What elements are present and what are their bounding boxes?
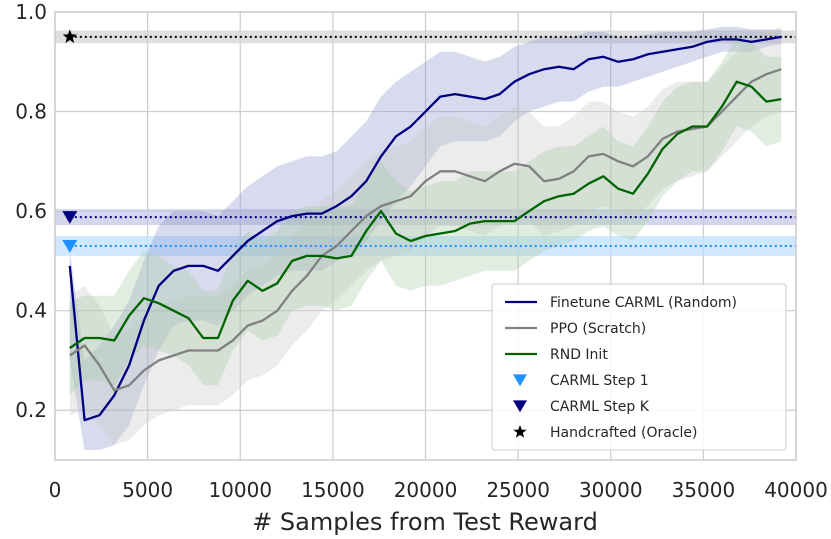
y-tick-label: 0.4 (15, 299, 47, 323)
legend-box (491, 283, 787, 451)
finetune-carml-random-line (68, 35, 782, 422)
legend-label-carml-step-k: CARML Step K (550, 399, 650, 415)
y-tick-label: 0.8 (15, 100, 47, 124)
y-tick-label: 1.0 (15, 0, 47, 24)
x-tick-label: 15000 (301, 478, 365, 502)
reference-lines (69, 35, 796, 247)
x-tick-label: 35000 (672, 478, 736, 502)
legend-swatch-carml-step-1 (513, 374, 527, 387)
legend-label-rnd-init: RND Init (550, 347, 608, 363)
reference-markers (62, 29, 78, 253)
x-tick-label: 5000 (122, 478, 173, 502)
carml-step-k-marker (62, 211, 78, 224)
legend: Finetune CARML (Random) PPO (Scratch) RND … (491, 283, 787, 451)
x-tick-label: 25000 (486, 478, 550, 502)
rnd-init-line (69, 80, 782, 349)
x-tick-label: 40000 (764, 478, 828, 502)
x-axis-label: # Samples from Test Reward (252, 508, 598, 536)
y-tick-label: 0.2 (15, 398, 47, 422)
legend-label-carml-step-1: CARML Step 1 (550, 373, 649, 389)
x-tick-label: 0 (49, 478, 62, 502)
x-tick-label: 30000 (579, 478, 643, 502)
plot-frame (54, 11, 797, 461)
handcrafted-oracle-marker (62, 29, 77, 43)
ppo-scratch-line (69, 68, 782, 392)
y-tick-label: 0.6 (15, 199, 47, 223)
carml-step-1-marker (62, 239, 78, 253)
axis-ticks: 0 5000 10000 15000 20000 25000 30000 35000 40000… (15, 0, 828, 502)
legend-label-ppo-scratch: PPO (Scratch) (550, 321, 646, 337)
legend-label-handcrafted-oracle: Handcrafted (Oracle) (550, 425, 698, 441)
x-tick-label: 10000 (208, 478, 272, 502)
legend-label-finetune-carml-random: Finetune CARML (Random) (550, 295, 737, 311)
x-tick-label: 20000 (394, 478, 458, 502)
series-lines (68, 35, 782, 422)
legend-swatch-handcrafted-oracle (513, 425, 527, 438)
legend-swatch-carml-step-k (513, 400, 527, 413)
